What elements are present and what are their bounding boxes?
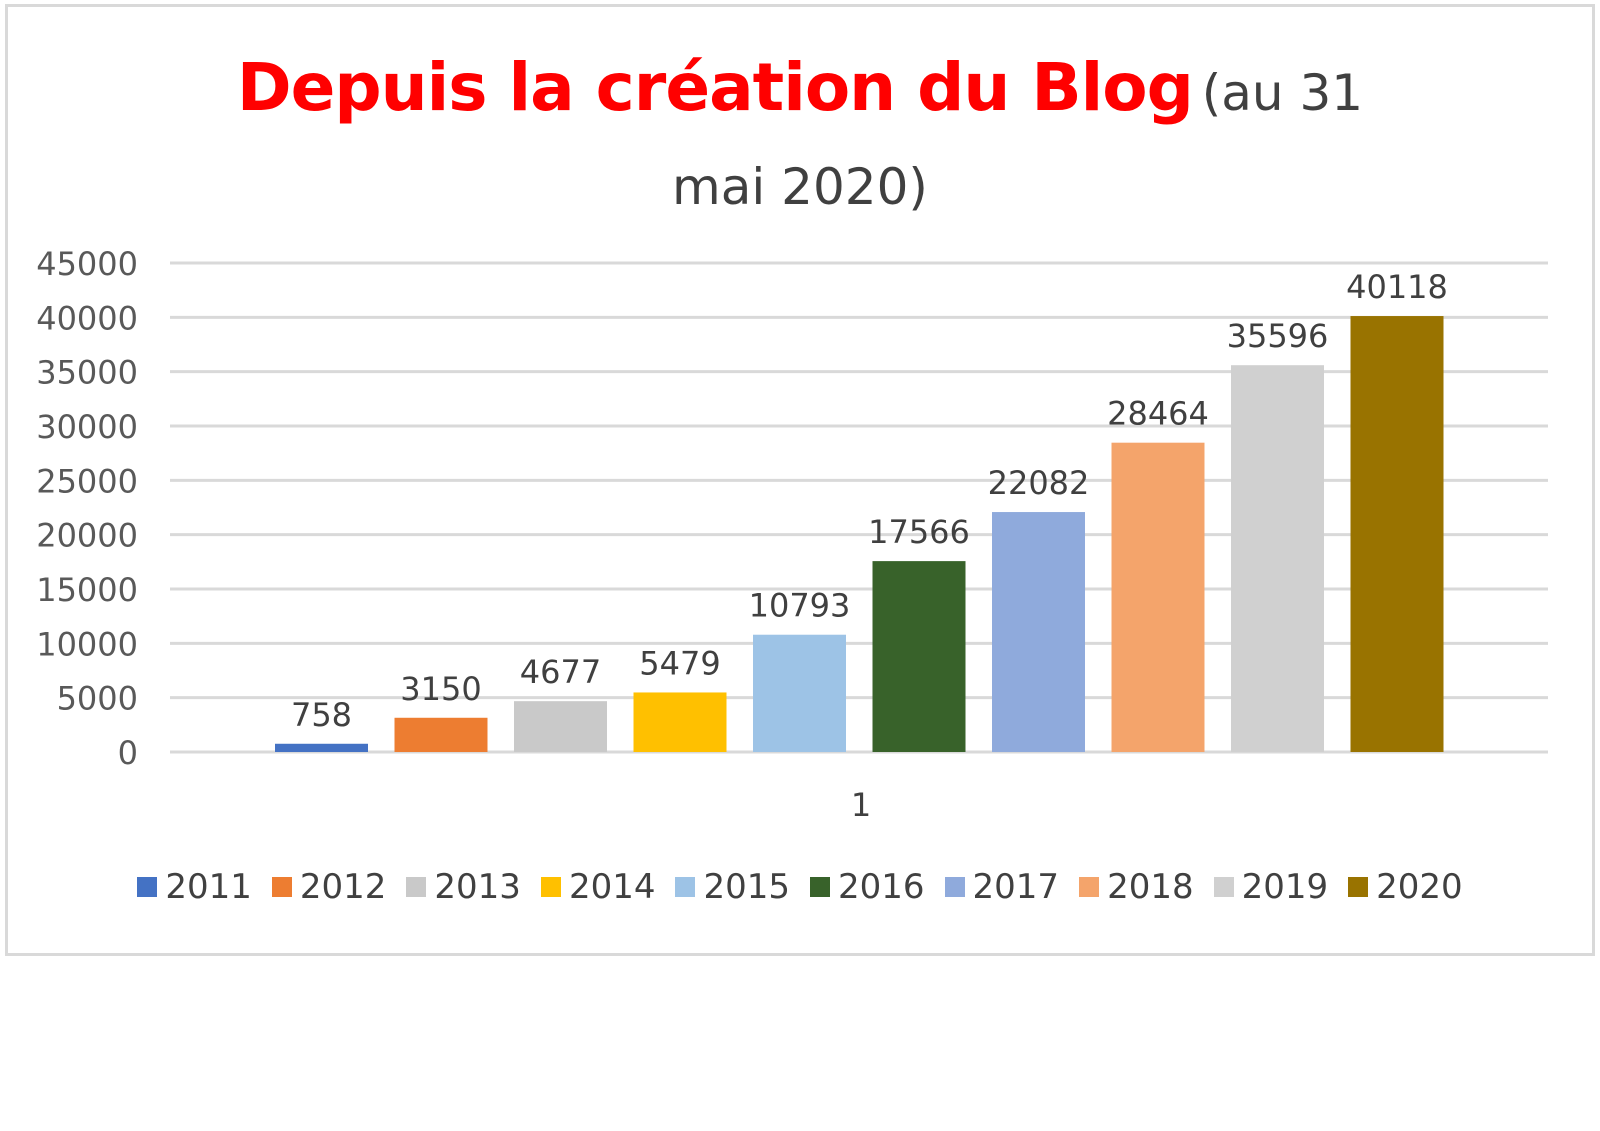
legend-item-2011: 2011: [137, 867, 252, 907]
legend-item-2017: 2017: [944, 867, 1060, 907]
y-tick-label: 5000: [57, 680, 138, 718]
legend-swatch: [1348, 877, 1369, 897]
x-category-label: 1: [851, 786, 871, 824]
chart-subtitle: (au 31 mai 2020): [672, 64, 1364, 216]
data-label-2020: 40118: [1346, 268, 1448, 306]
y-tick-label: 15000: [36, 571, 138, 609]
bar-2012: [394, 717, 488, 752]
legend-item-2015: 2015: [675, 867, 790, 907]
legend-item-2012: 2012: [271, 867, 387, 907]
data-labels: 758 3150 4677 5479 10793 17566 22082 28464 35596…: [291, 268, 1448, 734]
bar-2014: [633, 692, 727, 752]
legend-item-2019: 2019: [1213, 867, 1329, 907]
legend-swatch: [1079, 877, 1100, 897]
legend-label: 2018: [1107, 867, 1194, 907]
legend: 2011 2012 2013 2014 2015 2016 2017 2018 2019 2020: [0, 867, 1600, 907]
legend-item-2020: 2020: [1348, 867, 1463, 907]
legend-swatch: [540, 877, 561, 897]
legend-swatch: [675, 877, 696, 897]
bar-2019: [1231, 365, 1324, 752]
y-axis-ticks: 0 5000 10000 15000 20000 25000 30000 35000 40000…: [36, 245, 138, 772]
legend-item-2014: 2014: [540, 867, 656, 907]
legend-swatch: [944, 877, 965, 897]
legend-item-2018: 2018: [1079, 867, 1194, 907]
data-label-2013: 4677: [520, 653, 601, 691]
bar-2018: [1111, 442, 1205, 752]
legend-swatch: [271, 877, 292, 897]
y-tick-label: 10000: [36, 625, 138, 663]
legend-item-2013: 2013: [406, 867, 521, 907]
y-tick-label: 35000: [36, 354, 138, 392]
y-tick-label: 25000: [36, 462, 138, 500]
data-label-2014: 5479: [639, 644, 720, 682]
y-tick-label: 45000: [36, 245, 138, 283]
data-label-2016: 17566: [868, 513, 970, 551]
legend-label: 2020: [1376, 867, 1463, 907]
legend-label: 2015: [703, 867, 790, 907]
legend-swatch: [137, 877, 158, 897]
chart-title: Depuis la création du Blog (au 31 mai 20…: [200, 44, 1400, 237]
bar-2013: [514, 701, 607, 752]
y-tick-label: 30000: [36, 408, 138, 446]
data-label-2015: 10793: [749, 587, 851, 625]
data-label-2018: 28464: [1107, 395, 1209, 433]
legend-item-2016: 2016: [810, 867, 925, 907]
legend-swatch: [1213, 877, 1234, 897]
legend-label: 2014: [568, 867, 656, 907]
legend-label: 2019: [1241, 867, 1329, 907]
y-tick-label: 0: [118, 734, 138, 772]
legend-swatch: [406, 877, 427, 897]
legend-label: 2016: [838, 867, 925, 907]
data-label-2011: 758: [291, 696, 352, 734]
data-label-2017: 22082: [988, 464, 1090, 502]
bar-2016: [872, 561, 966, 752]
legend-label: 2011: [165, 867, 252, 907]
y-tick-label: 20000: [36, 517, 138, 555]
legend-label: 2013: [434, 867, 521, 907]
legend-label: 2017: [972, 867, 1060, 907]
gridlines: [170, 261, 1548, 754]
bar-2017: [992, 512, 1085, 752]
legend-label: 2012: [299, 867, 387, 907]
chart-title-main: Depuis la création du Blog: [236, 49, 1194, 126]
bar-2015: [753, 634, 846, 752]
data-label-2012: 3150: [400, 670, 481, 708]
bars: [275, 316, 1444, 752]
y-tick-label: 40000: [36, 299, 138, 337]
bar-2020: [1350, 316, 1444, 752]
legend-swatch: [810, 877, 830, 897]
data-label-2019: 35596: [1227, 317, 1329, 355]
bar-2011: [275, 743, 368, 752]
